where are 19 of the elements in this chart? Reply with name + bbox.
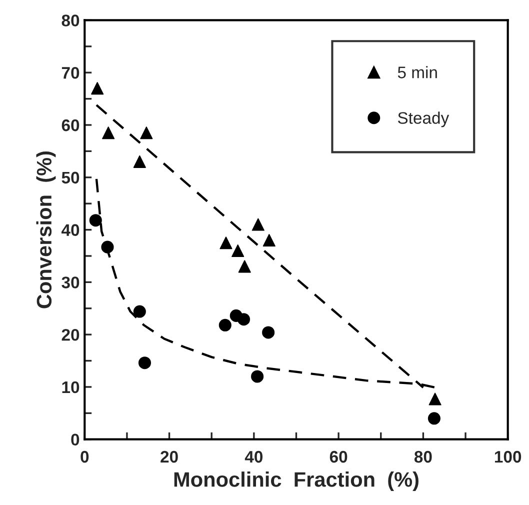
y-tick-label: 10: [62, 381, 80, 394]
x-tick-label: 60: [330, 450, 348, 463]
y-tick-label: 60: [62, 119, 80, 132]
x-tick-label: 100: [494, 450, 522, 463]
y-axis-title: Conversion (%): [36, 152, 56, 308]
y-tick-label: 20: [62, 328, 80, 341]
y-tick-label: 70: [62, 66, 80, 79]
x-tick-label: 20: [160, 450, 178, 463]
y-tick-label: 30: [62, 276, 80, 288]
x-axis-title: Monoclinic Fraction (%): [174, 472, 418, 491]
y-tick-label: 50: [62, 172, 80, 184]
legend-label: Steady: [398, 112, 450, 128]
x-tick-label: 80: [414, 450, 432, 463]
y-tick-label: 0: [71, 434, 80, 446]
legend-label: 5 min: [398, 66, 437, 78]
x-tick-label: 40: [244, 450, 263, 463]
y-tick-label: 80: [62, 14, 80, 26]
x-tick-label: 0: [80, 450, 89, 463]
y-tick-label: 40: [61, 224, 80, 236]
